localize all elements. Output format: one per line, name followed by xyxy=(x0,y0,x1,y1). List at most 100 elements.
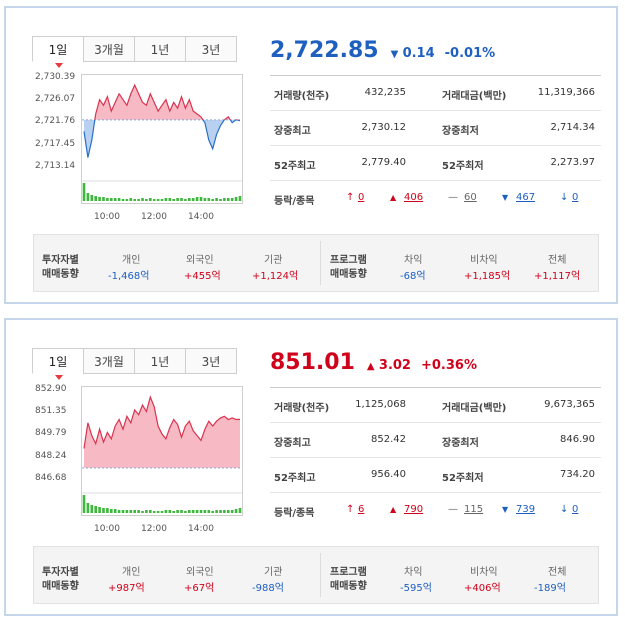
change-percent: +0.36% xyxy=(420,358,477,373)
stat-label: 장중최저 xyxy=(442,126,479,137)
non-arbitrage-label: 비차익 xyxy=(470,567,498,578)
y-tick-label: 848.24 xyxy=(35,451,67,461)
stat-value: 2,730.12 xyxy=(361,122,406,133)
stat-value: 852.42 xyxy=(371,434,406,445)
y-tick-label: 2,726.07 xyxy=(35,94,76,104)
volume-bar xyxy=(113,198,117,201)
divider xyxy=(320,241,321,285)
tab-1day[interactable]: 1일 xyxy=(32,36,84,68)
foreign-label: 외국인 xyxy=(186,567,214,578)
tab-3month[interactable]: 3개월 xyxy=(83,36,135,62)
volume-bar xyxy=(227,198,230,201)
tab-1year[interactable]: 1년 xyxy=(134,36,186,62)
volume-bar xyxy=(223,198,226,201)
stat-label: 52주최저 xyxy=(442,473,484,484)
institution-label: 기관 xyxy=(264,255,283,266)
stat-label: 거래량(천주) xyxy=(274,91,330,102)
stat-value: 846.90 xyxy=(560,434,595,445)
volume-bar xyxy=(156,511,160,513)
volume-bar xyxy=(82,183,86,201)
volume-bar xyxy=(211,199,214,201)
volume-bar xyxy=(94,506,97,513)
rise-icon: ▲ xyxy=(390,193,397,202)
volume-bar xyxy=(106,198,109,201)
volume-bar xyxy=(180,198,183,201)
volume-bar xyxy=(219,199,222,201)
institution-value: -988억 xyxy=(252,583,284,594)
volume-bar xyxy=(102,197,105,201)
volume-bar xyxy=(133,199,136,201)
tab-3year[interactable]: 3년 xyxy=(185,36,237,62)
investor-title: 투자자별 xyxy=(42,567,79,578)
tab-1year[interactable]: 1년 xyxy=(134,348,186,374)
intraday-chart-svg xyxy=(82,83,242,201)
volume-bar xyxy=(152,199,156,201)
arbitrage-label: 차익 xyxy=(404,255,423,266)
stat-label: 52주최고 xyxy=(274,473,316,484)
volume-bar xyxy=(106,508,109,513)
rise-count[interactable]: 406 xyxy=(404,192,424,203)
volume-bar xyxy=(191,510,195,513)
period-tabs: 1일 3개월 1년 3년 xyxy=(32,348,237,380)
volume-bar xyxy=(199,510,203,513)
flat-count[interactable]: 115 xyxy=(464,504,484,515)
upper-limit-count[interactable]: 6 xyxy=(358,504,365,515)
foreign-value: +67억 xyxy=(184,583,215,594)
individual-label: 개인 xyxy=(122,255,141,266)
investor-title: 투자자별 xyxy=(42,255,79,266)
volume-bar xyxy=(176,510,179,513)
lower-limit-count[interactable]: 0 xyxy=(572,192,579,203)
divider xyxy=(320,553,321,597)
volume-bar xyxy=(129,198,133,201)
x-tick-label: 12:00 xyxy=(141,212,167,222)
volume-bar xyxy=(82,495,86,513)
volume-bar xyxy=(211,511,214,513)
chart-line-down xyxy=(83,119,241,158)
volume-bar xyxy=(215,510,218,513)
x-tick-label: 10:00 xyxy=(94,524,120,534)
fall-count[interactable]: 467 xyxy=(516,192,536,203)
volume-bar xyxy=(149,510,152,513)
intraday-chart[interactable] xyxy=(81,386,243,516)
x-tick-label: 12:00 xyxy=(141,524,167,534)
volume-bar xyxy=(117,510,121,513)
volume-bar xyxy=(86,193,90,201)
volume-bar xyxy=(141,198,144,201)
volume-bar xyxy=(199,197,203,201)
stats-table: 거래량(천주) 432,235 거래대금(백만) 11,319,366 장중최고… xyxy=(270,75,601,215)
program-title: 프로그램 xyxy=(330,255,367,266)
stats-row-updown: 등락/종목 ↑ 0 ▲ 406 — 60 ▼ 467 ↓ 0 xyxy=(270,181,601,215)
y-tick-label: 2,713.14 xyxy=(35,161,76,171)
volume-bar xyxy=(203,510,207,513)
stats-row: 52주최고 2,779.40 52주최저 2,273.97 xyxy=(270,146,601,181)
volume-bar xyxy=(164,198,168,201)
fall-count[interactable]: 739 xyxy=(516,504,536,515)
tab-1day[interactable]: 1일 xyxy=(32,348,84,380)
rise-count[interactable]: 790 xyxy=(404,504,424,515)
stat-label: 장중최고 xyxy=(274,126,311,137)
stats-row: 거래량(천주) 1,125,068 거래대금(백만) 9,673,365 xyxy=(270,388,601,423)
stat-value: 734.20 xyxy=(560,469,595,480)
upper-limit-icon: ↑ xyxy=(346,192,355,203)
volume-bar xyxy=(137,510,140,513)
program-title: 프로그램 xyxy=(330,567,367,578)
individual-label: 개인 xyxy=(122,567,141,578)
lower-limit-count[interactable]: 0 xyxy=(572,504,579,515)
stat-value: 2,714.34 xyxy=(550,122,595,133)
program-total-value: +1,117억 xyxy=(534,271,581,282)
trading-trend-box: 투자자별 매매동향 개인 -1,468억 외국인 +455억 기관 +1,124… xyxy=(33,234,599,292)
individual-value: +987억 xyxy=(108,583,145,594)
intraday-chart[interactable] xyxy=(81,74,243,204)
upper-limit-count[interactable]: 0 xyxy=(358,192,365,203)
volume-bar xyxy=(184,199,187,201)
lower-limit-icon: ↓ xyxy=(560,192,569,203)
tab-3year[interactable]: 3년 xyxy=(185,348,237,374)
chart-line-up xyxy=(94,83,240,120)
flat-count[interactable]: 60 xyxy=(464,192,477,203)
chart-area-up xyxy=(94,85,237,120)
x-tick-label: 14:00 xyxy=(188,524,214,534)
tab-3month[interactable]: 3개월 xyxy=(83,348,135,374)
arbitrage-value: -68억 xyxy=(400,271,426,282)
volume-bar xyxy=(156,199,160,201)
rise-icon: ▲ xyxy=(390,505,397,514)
